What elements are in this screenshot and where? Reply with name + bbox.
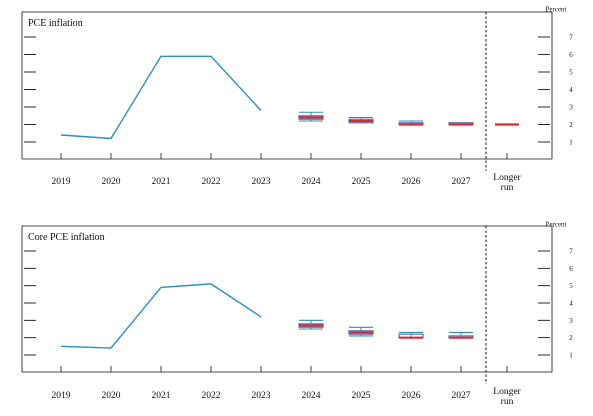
y-tick-label: 7 (569, 248, 573, 256)
x-tick-label: 2026 (402, 391, 421, 401)
x-tick-label: 2020 (102, 391, 121, 401)
x-tick-label: 2019 (52, 177, 71, 187)
y-tick-label: 2 (569, 121, 573, 129)
history-line (60, 283, 262, 349)
x-tick-label: 2026 (402, 177, 421, 187)
x-tick-label: 2023 (252, 391, 271, 401)
y-tick-label: 1 (569, 139, 573, 147)
panel-title: Core PCE inflation (28, 232, 105, 243)
x-tick-label: 2021 (152, 391, 171, 401)
x-tick-label: Longer run (493, 173, 521, 193)
y-tick-label: 6 (569, 51, 573, 59)
chart-frame (21, 11, 553, 159)
x-tick-label: 2019 (52, 391, 71, 401)
unit-label: Percent (546, 6, 567, 14)
x-tick-label: 2023 (252, 177, 271, 187)
unit-label: Percent (546, 221, 567, 229)
y-tick-label: 7 (569, 34, 573, 42)
x-tick-label: Longer run (493, 387, 521, 407)
y-tick-label: 3 (569, 104, 573, 112)
chart-frame (21, 225, 553, 372)
x-tick-label: 2024 (302, 391, 321, 401)
x-tick-label: 2025 (352, 391, 371, 401)
y-tick-label: 3 (569, 317, 573, 325)
y-tick-label: 5 (569, 69, 573, 77)
x-tick-label: 2027 (452, 177, 471, 187)
y-tick-label: 1 (569, 352, 573, 360)
panel-title: PCE inflation (28, 18, 83, 29)
x-tick-label: 2027 (452, 391, 471, 401)
x-tick-label: 2020 (102, 177, 121, 187)
y-tick-label: 4 (569, 86, 573, 94)
history-line (60, 55, 262, 140)
y-tick-label: 6 (569, 265, 573, 273)
x-tick-label: 2022 (202, 177, 221, 187)
x-tick-label: 2024 (302, 177, 321, 187)
y-tick-label: 5 (569, 282, 573, 290)
y-tick-label: 2 (569, 334, 573, 342)
x-tick-label: 2021 (152, 177, 171, 187)
x-tick-label: 2022 (202, 391, 221, 401)
y-tick-label: 4 (569, 300, 573, 308)
x-tick-label: 2025 (352, 177, 371, 187)
